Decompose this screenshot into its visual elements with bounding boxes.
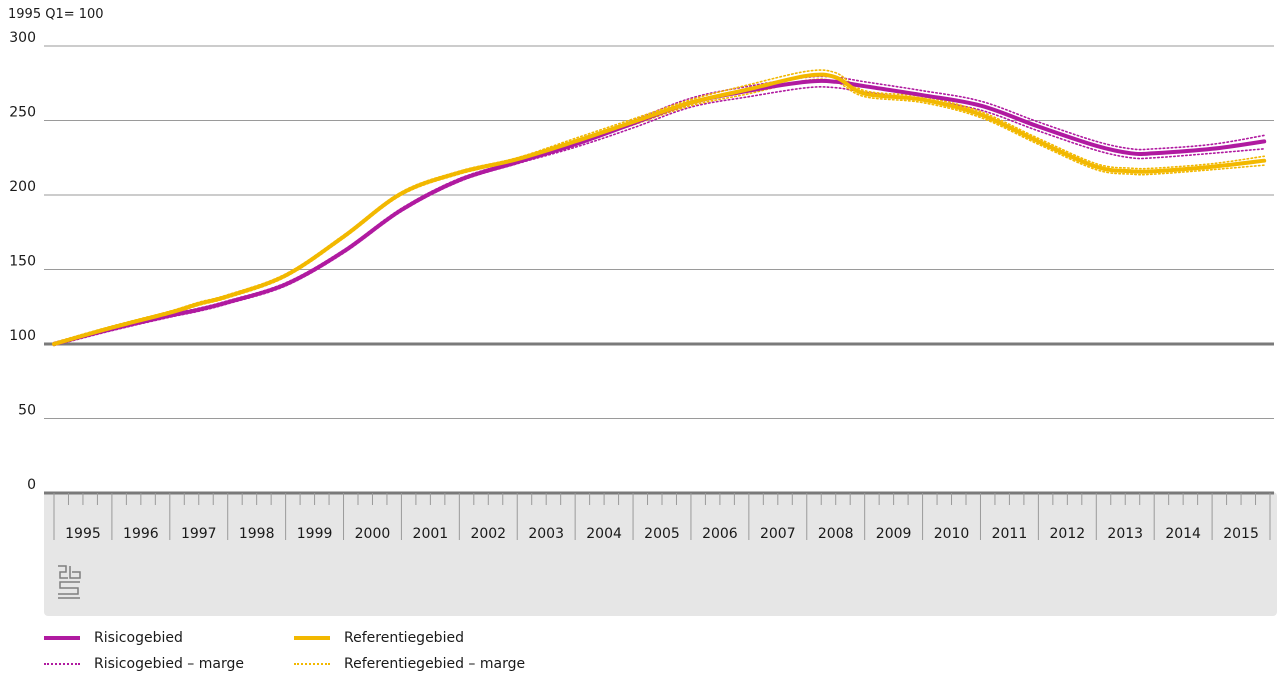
legend: Risicogebied Referentiegebied Risicogebi… xyxy=(44,628,644,676)
y-tick-label: 250 xyxy=(9,105,36,121)
x-tick-label: 1997 xyxy=(181,526,217,542)
x-tick-label: 1995 xyxy=(65,526,101,542)
legend-item-referentiegebied-marge: Referentiegebied – marge xyxy=(294,654,525,674)
x-tick-label: 2000 xyxy=(355,526,391,542)
legend-label: Referentiegebied – marge xyxy=(344,656,526,672)
x-tick-label: 2003 xyxy=(528,526,564,542)
x-tick-label: 2009 xyxy=(876,526,912,542)
legend-swatch-risicogebied-marge xyxy=(44,663,80,665)
legend-label: Risicogebied – marge xyxy=(94,656,244,672)
x-tick-label: 1999 xyxy=(297,526,333,542)
x-tick-label: 1998 xyxy=(239,526,275,542)
series-line-risicogebied-marge-lower xyxy=(53,86,1265,347)
y-tick-label: 0 xyxy=(27,477,36,493)
x-tick-label: 2002 xyxy=(470,526,506,542)
x-tick-label: 2012 xyxy=(1050,526,1086,542)
x-tick-label: 2008 xyxy=(818,526,854,542)
x-tick-label: 2011 xyxy=(992,526,1028,542)
legend-swatch-referentiegebied xyxy=(294,636,330,640)
x-axis-band xyxy=(44,492,1277,616)
y-tick-label: 300 xyxy=(9,30,36,46)
legend-item-referentiegebied: Referentiegebied xyxy=(294,628,464,648)
legend-swatch-risicogebied xyxy=(44,636,80,640)
x-tick-label: 2014 xyxy=(1165,526,1201,542)
y-axis-unit-label: 1995 Q1= 100 xyxy=(8,7,104,22)
series-line-referentiegebied xyxy=(52,72,1267,346)
x-tick-label: 2004 xyxy=(586,526,622,542)
series-line-referentiegebied-marge-lower xyxy=(53,78,1265,347)
legend-label: Risicogebied xyxy=(94,630,183,646)
x-tick-label: 2015 xyxy=(1223,526,1259,542)
cbs-logo-icon xyxy=(56,564,82,604)
x-tick-label: 2006 xyxy=(702,526,738,542)
x-tick-label: 2005 xyxy=(644,526,680,542)
legend-swatch-referentiegebied-marge xyxy=(294,663,330,665)
x-tick-label: 2007 xyxy=(760,526,796,542)
x-tick-label: 1996 xyxy=(123,526,159,542)
y-tick-label: 200 xyxy=(9,179,36,195)
x-tick-label: 2010 xyxy=(934,526,970,542)
legend-item-risicogebied: Risicogebied xyxy=(44,628,183,648)
line-chart: 0 50 100 150 200 250 300 1995 1996 1997 1998 1999 20… xyxy=(9,30,1277,616)
legend-label: Referentiegebied xyxy=(344,630,464,646)
series-line-risicogebied-marge-upper xyxy=(53,75,1265,344)
y-tick-label: 100 xyxy=(9,328,36,344)
y-tick-label: 150 xyxy=(9,254,36,270)
legend-item-risicogebied-marge: Risicogebied – marge xyxy=(44,654,244,674)
x-tick-label: 2013 xyxy=(1107,526,1143,542)
x-tick-label: 2001 xyxy=(413,526,449,542)
y-tick-label: 50 xyxy=(18,403,36,419)
